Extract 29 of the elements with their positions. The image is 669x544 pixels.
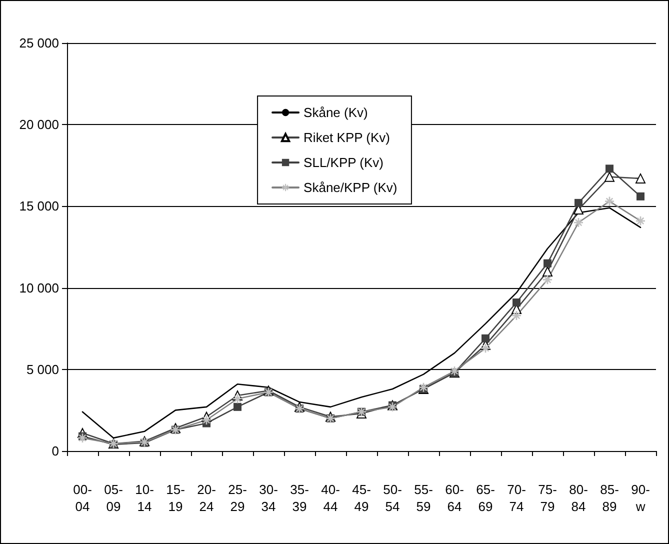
y-tick-label: 0 xyxy=(52,444,59,458)
x-tick-label: 65-69 xyxy=(476,482,495,514)
x-tick-label: 20-24 xyxy=(197,482,216,514)
x-tick-label: 15-19 xyxy=(166,482,185,514)
x-tick-label: 40-44 xyxy=(321,482,340,514)
legend-label: Skåne/KPP (Kv) xyxy=(304,180,398,195)
x-tick-label: 85-89 xyxy=(600,482,619,514)
x-tick-label: 05-09 xyxy=(104,482,123,514)
y-tick-label: 25 000 xyxy=(19,36,59,50)
x-tick-label: 55-59 xyxy=(414,482,433,514)
y-tick-label: 5 000 xyxy=(26,362,59,377)
x-tick-label: 75-79 xyxy=(538,482,557,514)
x-tick-label: 60-64 xyxy=(445,482,464,514)
x-tick-label: 50-54 xyxy=(383,482,402,514)
x-tick-label: 70-74 xyxy=(507,482,526,514)
y-tick-label: 20 000 xyxy=(19,117,59,132)
x-tick-label: 35-39 xyxy=(290,482,309,514)
legend-label: SLL/KPP (Kv) xyxy=(304,155,384,170)
legend-label: Skåne (Kv) xyxy=(304,105,368,120)
x-tick-label: 45-49 xyxy=(352,482,371,514)
y-tick-label: 10 000 xyxy=(19,280,59,296)
legend-label: Riket KPP (Kv) xyxy=(304,130,390,145)
y-tick-label: 15 000 xyxy=(19,198,59,214)
x-tick-label: 90-w xyxy=(631,482,650,514)
x-tick-label: 00-04 xyxy=(73,482,92,514)
x-tick-label: 25-29 xyxy=(228,482,247,514)
x-tick-label: 80-84 xyxy=(569,482,588,514)
x-tick-label: 10-14 xyxy=(135,482,154,514)
x-tick-label: 30-34 xyxy=(259,482,278,514)
